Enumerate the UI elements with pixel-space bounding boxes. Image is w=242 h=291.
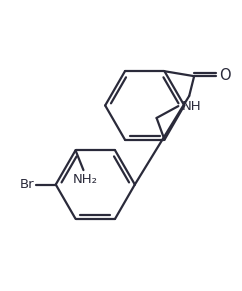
Text: NH₂: NH₂	[73, 173, 98, 186]
Text: O: O	[219, 68, 230, 83]
Text: NH: NH	[181, 100, 201, 113]
Text: Br: Br	[19, 178, 34, 191]
